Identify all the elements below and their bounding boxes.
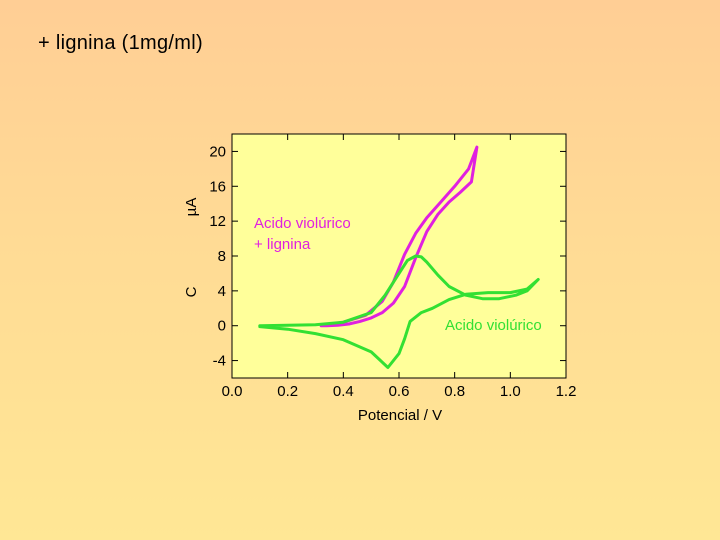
y-tick-label-4: 12 [209,213,226,230]
x-tick-label-1: 0.2 [277,383,298,400]
y-tick-label-6: 20 [209,143,226,160]
y-axis-label-fragment: C [183,286,200,297]
series-line-magenta [319,145,479,328]
x-tick-label-0: 0.0 [222,383,243,400]
x-axis-label: Potencial / V [358,407,442,424]
series-label-green: Acido violúrico [445,317,542,334]
slide-title: + lignina (1mg/ml) [38,32,203,54]
ticks-layer: 0.0 0.2 0.4 0.6 0.8 1.0 1.2 -4 0 4 8 12 16 20 [209,134,576,400]
series-label-magenta-line2: + lignina [254,236,311,253]
y-tick-label-2: 4 [218,283,226,300]
y-tick-label-0: -4 [213,353,226,370]
y-axis-label: µA [183,198,200,217]
x-tick-label-6: 1.2 [556,383,577,400]
series-line-green [258,254,540,369]
x-tick-label-3: 0.6 [389,383,410,400]
series-label-magenta-line1: Acido violúrico [254,215,351,232]
y-tick-label-3: 8 [218,248,226,265]
x-tick-label-2: 0.4 [333,383,354,400]
y-tick-label-1: 0 [218,318,226,335]
x-tick-label-5: 1.0 [500,383,521,400]
plot-frame [231,133,567,379]
x-tick-label-4: 0.8 [444,383,465,400]
series-layer [258,145,540,369]
y-tick-label-5: 16 [209,178,226,195]
